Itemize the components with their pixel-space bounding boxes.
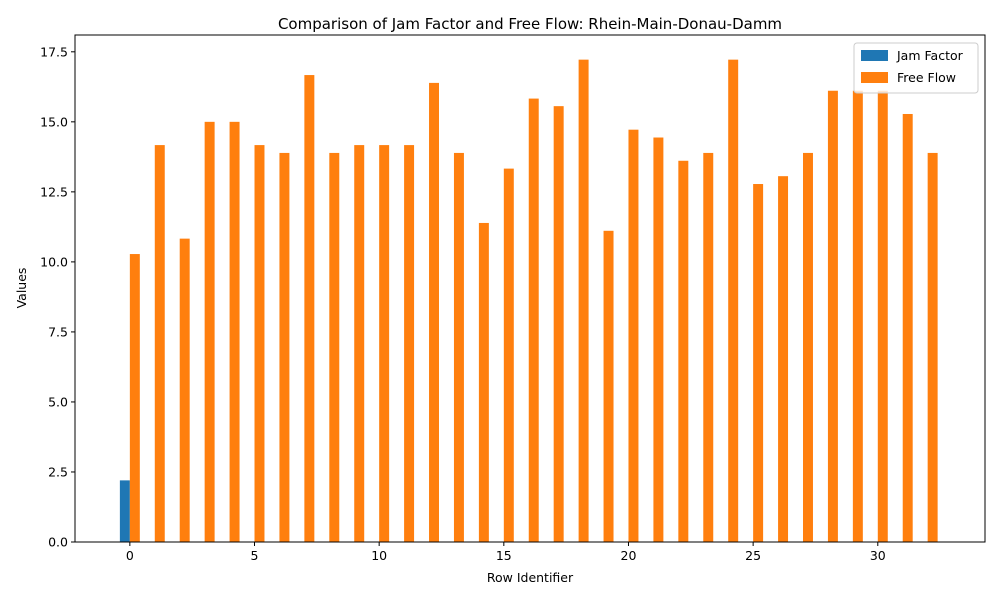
bar-free-flow — [179, 238, 190, 543]
legend-swatch-jam-factor — [861, 50, 888, 61]
bar-free-flow — [154, 145, 165, 542]
bar-free-flow — [902, 113, 913, 543]
bar-free-flow — [503, 168, 514, 542]
bar-free-flow — [304, 75, 315, 543]
bar-free-flow — [279, 152, 290, 542]
y-tick-label: 12.5 — [40, 184, 68, 199]
legend-swatch-free-flow — [861, 72, 888, 83]
y-tick-label: 7.5 — [48, 324, 68, 339]
legend-label-free-flow: Free Flow — [897, 70, 956, 85]
x-axis-title: Row Identifier — [487, 570, 574, 585]
bar-free-flow — [379, 145, 390, 542]
bar-free-flow — [728, 59, 739, 543]
y-tick-label: 0.0 — [48, 535, 68, 550]
y-axis: 0.0 2.5 5.0 7.5 10.0 12.5 15.0 17.5 — [40, 44, 75, 550]
bar-free-flow — [478, 222, 489, 542]
x-tick-label: 5 — [251, 548, 259, 563]
y-tick-label: 2.5 — [48, 464, 68, 479]
x-tick-label: 30 — [870, 548, 886, 563]
bar-free-flow — [827, 90, 838, 542]
bar-free-flow — [429, 82, 439, 542]
y-tick-label: 5.0 — [48, 394, 68, 409]
x-tick-label: 10 — [371, 548, 387, 563]
x-tick-label: 15 — [496, 548, 512, 563]
bar-free-flow — [578, 59, 589, 543]
bar-free-flow — [778, 176, 789, 542]
x-axis: 0 5 10 15 20 25 30 — [126, 542, 886, 563]
bar-free-flow — [229, 121, 240, 542]
legend: Jam Factor Free Flow — [853, 42, 979, 94]
bar-free-flow — [453, 152, 464, 542]
bar-free-flow — [553, 106, 564, 542]
bar-free-flow — [404, 145, 415, 542]
bar-free-flow — [628, 129, 639, 542]
bars — [119, 59, 938, 543]
bar-free-flow — [329, 152, 340, 542]
x-tick-label: 25 — [745, 548, 761, 563]
bar-free-flow — [354, 145, 365, 542]
legend-label-jam-factor: Jam Factor — [896, 48, 964, 63]
bar-jam-factor — [119, 480, 130, 542]
y-tick-label: 17.5 — [40, 44, 68, 59]
bar-free-flow — [877, 90, 888, 542]
y-axis-title: Values — [14, 268, 29, 309]
chart-title: Comparison of Jam Factor and Free Flow: … — [278, 15, 782, 33]
bar-free-flow — [204, 121, 215, 542]
bar-free-flow — [703, 152, 714, 542]
y-tick-label: 10.0 — [40, 254, 68, 269]
bar-free-flow — [653, 137, 664, 542]
bar-free-flow — [254, 145, 265, 542]
x-tick-label: 0 — [126, 548, 134, 563]
bar-free-flow — [927, 152, 938, 542]
bar-free-flow — [129, 254, 140, 543]
plot-frame — [74, 34, 986, 543]
bar-free-flow — [852, 90, 863, 542]
bar-free-flow — [528, 98, 539, 542]
bar-free-flow — [603, 230, 614, 542]
bar-free-flow — [803, 152, 813, 542]
x-tick-label: 20 — [621, 548, 637, 563]
y-tick-label: 15.0 — [40, 114, 68, 129]
bar-free-flow — [753, 184, 764, 542]
bar-free-flow — [678, 160, 689, 543]
